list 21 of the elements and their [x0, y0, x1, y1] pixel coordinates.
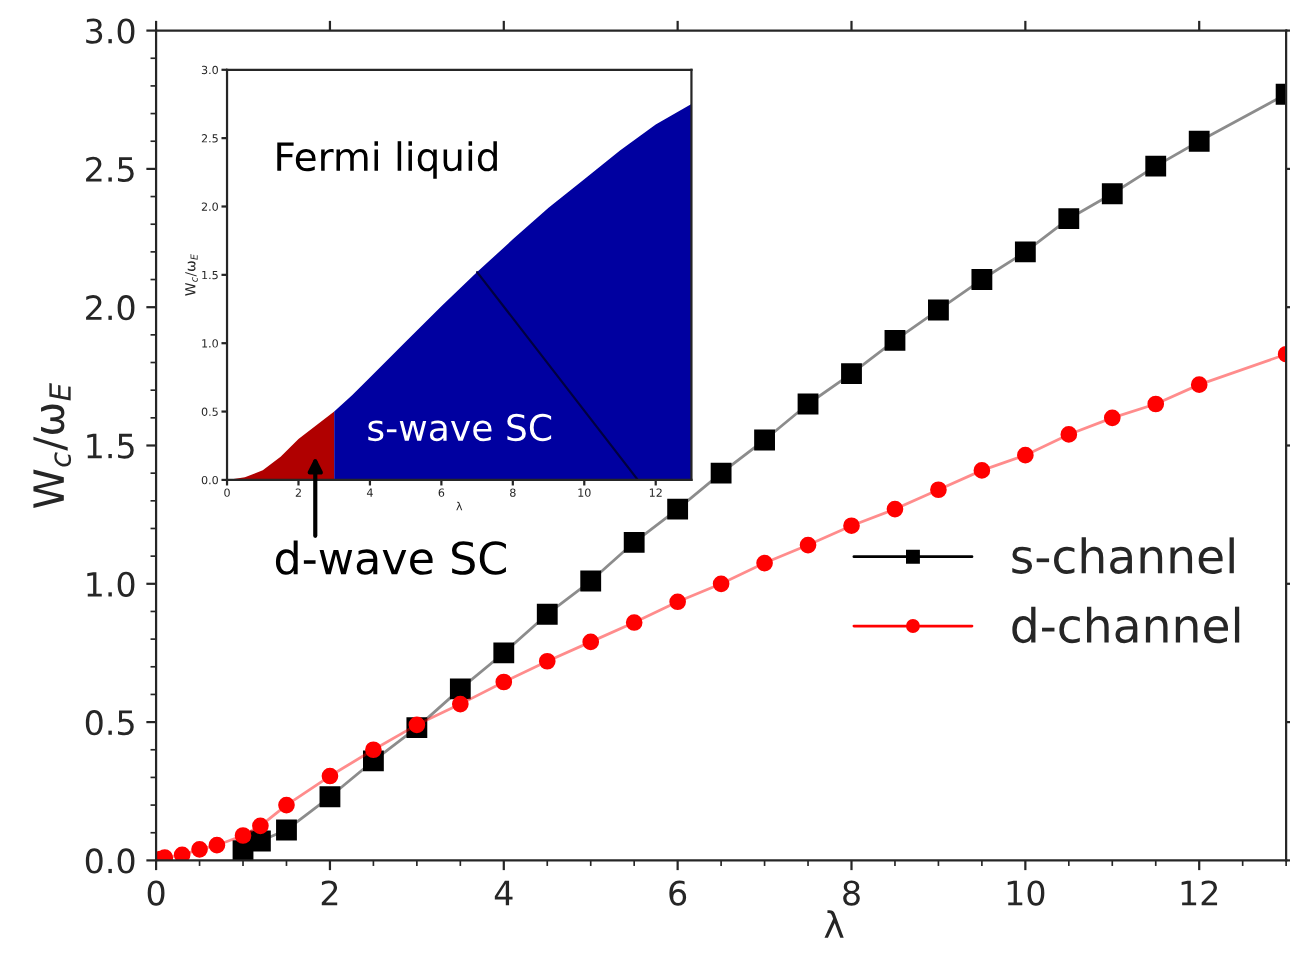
x-tick-label: 8: [843, 880, 860, 906]
x-tick-label: 2: [321, 880, 338, 906]
y-tick-label: 1.0: [87, 571, 135, 597]
x-tick-label: 10: [1007, 880, 1045, 906]
annotation: d-wave SC: [275, 540, 506, 575]
legend-label: d-channel: [1012, 606, 1240, 644]
y-tick-label: 0.5: [85, 710, 134, 736]
y-tick-label: 0.0: [85, 848, 135, 874]
y-tick-label: 2.0: [86, 295, 135, 321]
y-tick-label: 1.5: [87, 433, 134, 459]
annotation: Fermi liquid: [277, 141, 497, 179]
y-axis-title: W$_{c}$/ω$_{E}$: [33, 382, 72, 509]
x-tick-label: 0: [147, 880, 165, 906]
y-tick-label: 3.0: [86, 18, 135, 44]
x-tick-label: 4: [494, 880, 513, 906]
x-tick-label: 12: [1181, 880, 1218, 906]
legend-label: s-channel: [1012, 537, 1234, 574]
y-tick-label: 2.5: [86, 156, 134, 183]
x-axis-title: λ: [824, 910, 844, 938]
x-tick-label: 6: [669, 880, 687, 906]
annotation: s-wave SC: [368, 413, 552, 442]
